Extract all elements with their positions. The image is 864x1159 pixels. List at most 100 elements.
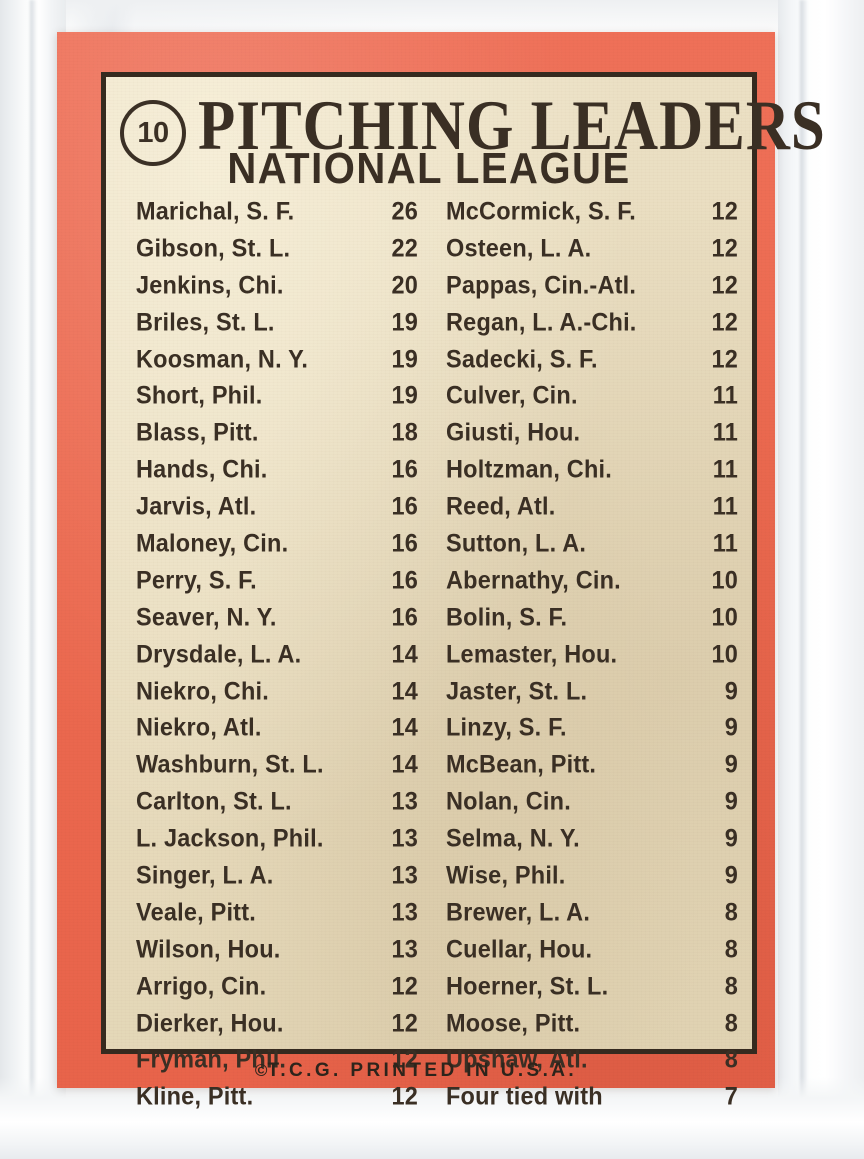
leader-row: Pappas, Cin.-Atl. 12: [444, 271, 740, 310]
leader-wins: 11: [712, 492, 738, 521]
leader-row: Sutton, L. A. 11: [444, 529, 740, 568]
leader-name: L. Jackson, Phil.: [136, 824, 324, 853]
sleeve-edge-bottom: [0, 1077, 864, 1159]
leader-wins: 9: [724, 861, 738, 889]
leader-wins: 9: [724, 713, 738, 742]
card-header: 10 PITCHING LEADERS: [106, 91, 825, 166]
leader-name: Veale, Pitt.: [136, 898, 256, 926]
leader-wins: 11: [712, 418, 738, 447]
leader-name: Washburn, St. L.: [136, 750, 324, 779]
leader-row: Blass, Pitt. 18: [128, 418, 424, 457]
leader-wins: 8: [724, 1008, 738, 1037]
leader-name: Sadecki, S. F.: [446, 344, 598, 373]
leader-wins: 12: [391, 972, 418, 1000]
leader-row: Veale, Pitt. 13: [128, 898, 424, 937]
leader-row: Hands, Chi. 16: [128, 456, 424, 494]
leader-name: Fryman, Phil.: [136, 1045, 287, 1074]
leader-name: Carlton, St. L.: [136, 787, 292, 816]
leader-row: Jenkins, Chi. 20: [128, 271, 424, 310]
leader-name: Maloney, Cin.: [136, 529, 289, 557]
leaders-column-right: McCormick, S. F. 12 Osteen, L. A. 12 Pappas,…: [444, 197, 740, 1121]
leader-name: Moose, Pitt.: [446, 1008, 581, 1037]
leader-row: Osteen, L. A. 12: [444, 234, 740, 273]
leader-wins: 12: [391, 1008, 418, 1037]
leader-wins: 18: [391, 418, 418, 447]
leader-row: Selma, N. Y. 9: [444, 825, 740, 863]
leader-wins: 7: [724, 1082, 738, 1111]
leader-name: Upshaw, Atl.: [446, 1045, 588, 1074]
leader-name: Regan, L. A.-Chi.: [446, 308, 637, 336]
leader-row: Carlton, St. L. 13: [128, 787, 424, 826]
leader-row: Wilson, Hou. 13: [128, 935, 424, 974]
leader-row: Upshaw, Atl. 8: [444, 1045, 740, 1084]
leader-wins: 19: [391, 381, 418, 410]
leader-row: Gibson, St. L. 22: [128, 234, 424, 273]
leader-name: Seaver, N. Y.: [136, 603, 277, 631]
leader-wins: 11: [712, 381, 738, 410]
leader-wins: 12: [391, 1082, 418, 1111]
leader-name: Sutton, L. A.: [446, 529, 587, 557]
leader-wins: 8: [724, 1045, 738, 1074]
leader-row: Bolin, S. F. 10: [444, 603, 740, 642]
leader-wins: 13: [391, 787, 418, 816]
sleeve-edge-top: [0, 0, 864, 34]
leader-name: Abernathy, Cin.: [446, 566, 621, 594]
leader-row: Sadecki, S. F. 12: [444, 344, 740, 384]
leader-wins: 13: [391, 824, 418, 853]
leader-row: Four tied with 7: [444, 1082, 740, 1121]
leader-name: Culver, Cin.: [446, 381, 578, 410]
leader-row: Niekro, Atl. 14: [128, 714, 424, 752]
leader-wins: 11: [712, 529, 738, 557]
leader-name: Short, Phil.: [136, 381, 263, 410]
leader-name: Dierker, Hou.: [136, 1008, 284, 1037]
leader-wins: 19: [391, 344, 418, 373]
leader-name: Reed, Atl.: [446, 492, 556, 521]
leader-row: Linzy, S. F. 9: [444, 713, 740, 752]
leader-row: Giusti, Hou. 11: [444, 418, 740, 457]
leader-wins: 26: [391, 197, 418, 225]
leader-wins: 11: [712, 455, 738, 484]
leader-name: Marichal, S. F.: [136, 197, 295, 225]
card-number-label: 10: [137, 116, 169, 149]
leader-wins: 8: [724, 898, 738, 926]
leader-name: Blass, Pitt.: [136, 418, 259, 447]
leader-row: Holtzman, Chi. 11: [444, 455, 740, 494]
leader-row: Jarvis, Atl. 16: [128, 492, 424, 531]
league-subtitle: NATIONAL LEAGUE: [227, 145, 631, 193]
leader-name: Wise, Phil.: [446, 861, 566, 889]
leader-wins: 13: [391, 898, 418, 926]
leader-wins: 10: [711, 640, 738, 668]
leader-name: Osteen, L. A.: [446, 234, 592, 262]
leader-wins: 10: [711, 603, 738, 631]
leader-name: McBean, Pitt.: [446, 750, 597, 779]
leader-row: Marichal, S. F. 26: [128, 197, 424, 236]
leader-row: Moose, Pitt. 8: [444, 1008, 740, 1048]
leader-name: Wilson, Hou.: [136, 935, 281, 963]
leader-wins: 16: [391, 492, 418, 521]
baseball-card: 10 PITCHING LEADERS NATIONAL LEAGUE Mari…: [57, 32, 825, 1110]
leader-wins: 13: [391, 935, 418, 963]
leader-row: L. Jackson, Phil. 13: [128, 824, 424, 863]
leader-name: Singer, L. A.: [136, 861, 274, 889]
leader-wins: 10: [711, 566, 738, 594]
leader-name: Nolan, Cin.: [446, 787, 571, 816]
leader-name: Niekro, Chi.: [136, 676, 269, 705]
leader-name: Gibson, St. L.: [136, 234, 291, 262]
leader-name: Koosman, N. Y.: [136, 344, 309, 373]
leader-wins: 9: [724, 787, 738, 816]
leader-row: Nolan, Cin. 9: [444, 787, 740, 826]
leader-name: Hoerner, St. L.: [446, 972, 609, 1000]
leader-row: Briles, St. L. 19: [128, 308, 424, 347]
sleeve-edge-right: [778, 0, 864, 1159]
leader-row: Niekro, Chi. 14: [128, 676, 424, 716]
leader-name: Jaster, St. L.: [446, 676, 588, 705]
leader-row: Abernathy, Cin. 10: [444, 566, 740, 605]
leader-row: Kline, Pitt. 12: [128, 1082, 424, 1121]
leader-wins: 12: [711, 234, 738, 262]
leader-row: Culver, Cin. 11: [444, 381, 740, 420]
leader-row: Koosman, N. Y. 19: [128, 344, 424, 384]
leader-name: Brewer, L. A.: [446, 898, 591, 926]
leader-row: Reed, Atl. 11: [444, 492, 740, 531]
leader-wins: 16: [391, 529, 418, 557]
